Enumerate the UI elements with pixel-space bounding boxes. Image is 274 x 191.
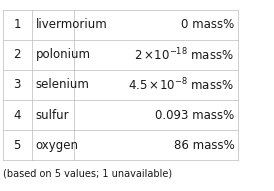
Text: sulfur: sulfur — [36, 109, 69, 122]
Text: $4.5\times\!10^{-8}$ mass%: $4.5\times\!10^{-8}$ mass% — [129, 77, 234, 93]
Text: $2\times\!10^{-18}$ mass%: $2\times\!10^{-18}$ mass% — [134, 47, 234, 63]
Text: 2: 2 — [13, 48, 21, 61]
Text: 3: 3 — [13, 79, 21, 91]
Text: 0.093 mass%: 0.093 mass% — [155, 109, 234, 122]
Text: 86 mass%: 86 mass% — [173, 139, 234, 152]
Text: 4: 4 — [13, 109, 21, 122]
Text: 1: 1 — [13, 18, 21, 31]
Text: 5: 5 — [13, 139, 21, 152]
Text: 0 mass%: 0 mass% — [181, 18, 234, 31]
Text: oxygen: oxygen — [36, 139, 79, 152]
Text: livermorium: livermorium — [36, 18, 107, 31]
Text: polonium: polonium — [36, 48, 91, 61]
Text: selenium: selenium — [36, 79, 90, 91]
Text: (based on 5 values; 1 unavailable): (based on 5 values; 1 unavailable) — [3, 168, 172, 178]
